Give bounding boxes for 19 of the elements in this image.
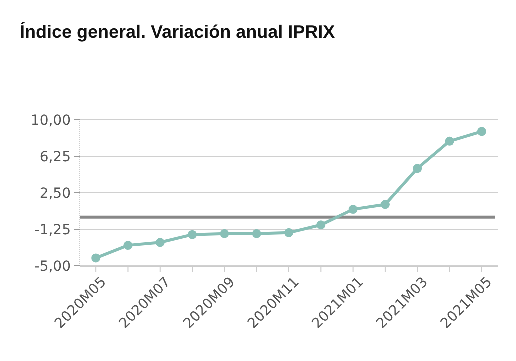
y-tick-label: 2,50 <box>40 186 71 202</box>
point <box>156 238 165 248</box>
y-tick-label: -5,00 <box>34 258 71 275</box>
point <box>188 230 198 240</box>
point <box>380 200 390 210</box>
point <box>92 254 101 263</box>
point <box>252 229 262 238</box>
y-tick-label: 10,00 <box>30 112 71 129</box>
point <box>124 241 133 250</box>
y-tick-label: -1,25 <box>34 222 71 238</box>
point <box>348 205 358 214</box>
chart-title: Índice general. Variación anual IPRIX <box>20 22 336 42</box>
point <box>220 229 230 238</box>
point <box>477 127 486 136</box>
point <box>284 228 294 238</box>
point <box>445 136 454 146</box>
point <box>316 220 326 230</box>
y-tick-label: 6,25 <box>40 149 71 166</box>
point <box>413 164 422 174</box>
